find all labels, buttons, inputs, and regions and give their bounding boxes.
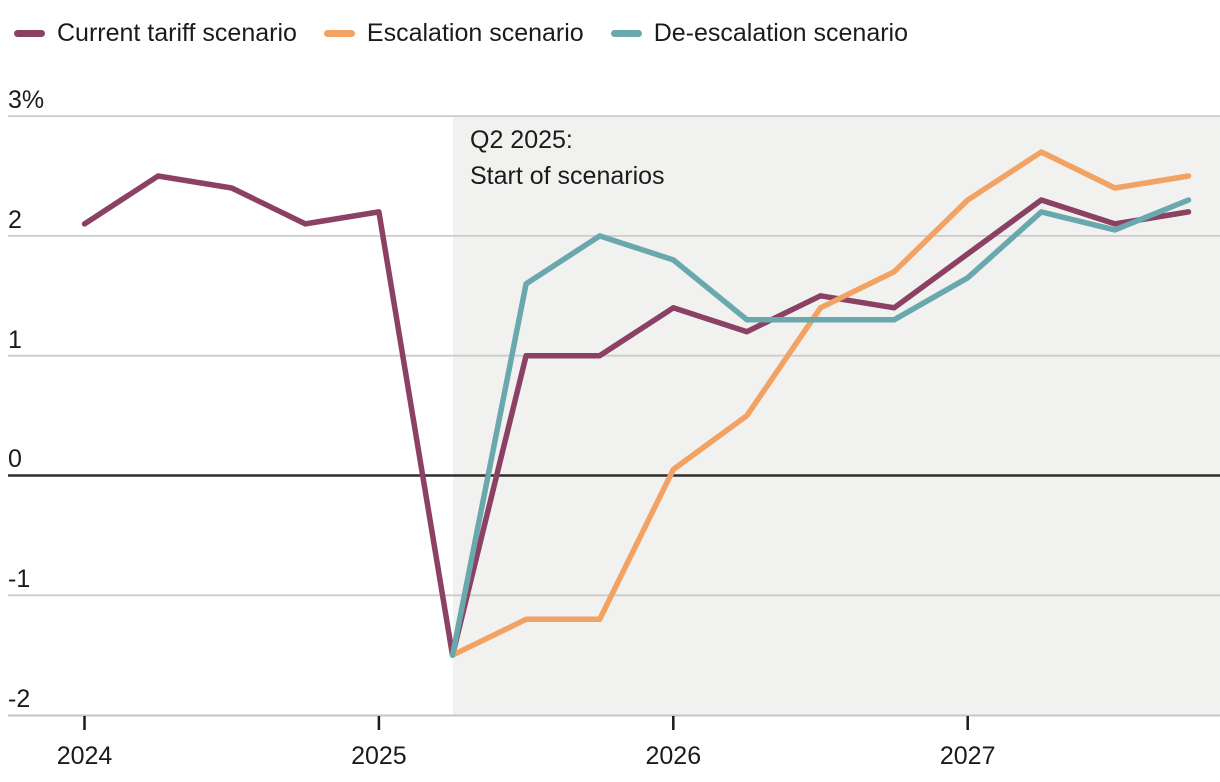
legend-label-current-tariff: Current tariff scenario	[57, 19, 297, 47]
x-tick-label-2026: 2026	[645, 742, 701, 770]
legend-swatch-escalation-icon	[323, 30, 355, 37]
series-lines-group	[81, 149, 1192, 658]
scenario-shaded-region	[453, 116, 1220, 716]
series-line-de-escalation	[449, 197, 1192, 658]
chart-legend: Current tariff scenario Escalation scena…	[14, 19, 908, 48]
y-tick-label-1: 1	[8, 326, 22, 354]
y-tick-label-neg1: -1	[8, 565, 30, 593]
x-tick-label-2024: 2024	[57, 742, 113, 770]
series-line-current-tariff	[81, 173, 1192, 658]
legend-item-de-escalation: De-escalation scenario	[610, 19, 909, 48]
legend-swatch-current-tariff-icon	[14, 30, 45, 37]
series-line-escalation	[449, 149, 1192, 658]
y-tick-label-neg2: -2	[8, 685, 30, 713]
y-tick-label-0: 0	[8, 445, 22, 473]
x-tick-label-2025: 2025	[351, 742, 407, 770]
legend-swatch-de-escalation-icon	[610, 30, 642, 37]
annotation-line1: Q2 2025:	[470, 126, 573, 154]
y-tick-label-2: 2	[8, 206, 22, 234]
legend-item-current-tariff: Current tariff scenario	[14, 19, 297, 48]
y-tick-label-3: 3%	[8, 86, 44, 114]
annotation-line2: Start of scenarios	[470, 162, 665, 190]
legend-label-de-escalation: De-escalation scenario	[653, 19, 909, 47]
legend-label-escalation: Escalation scenario	[366, 19, 584, 47]
legend-item-escalation: Escalation scenario	[323, 19, 584, 48]
x-tick-label-2027: 2027	[940, 742, 996, 770]
